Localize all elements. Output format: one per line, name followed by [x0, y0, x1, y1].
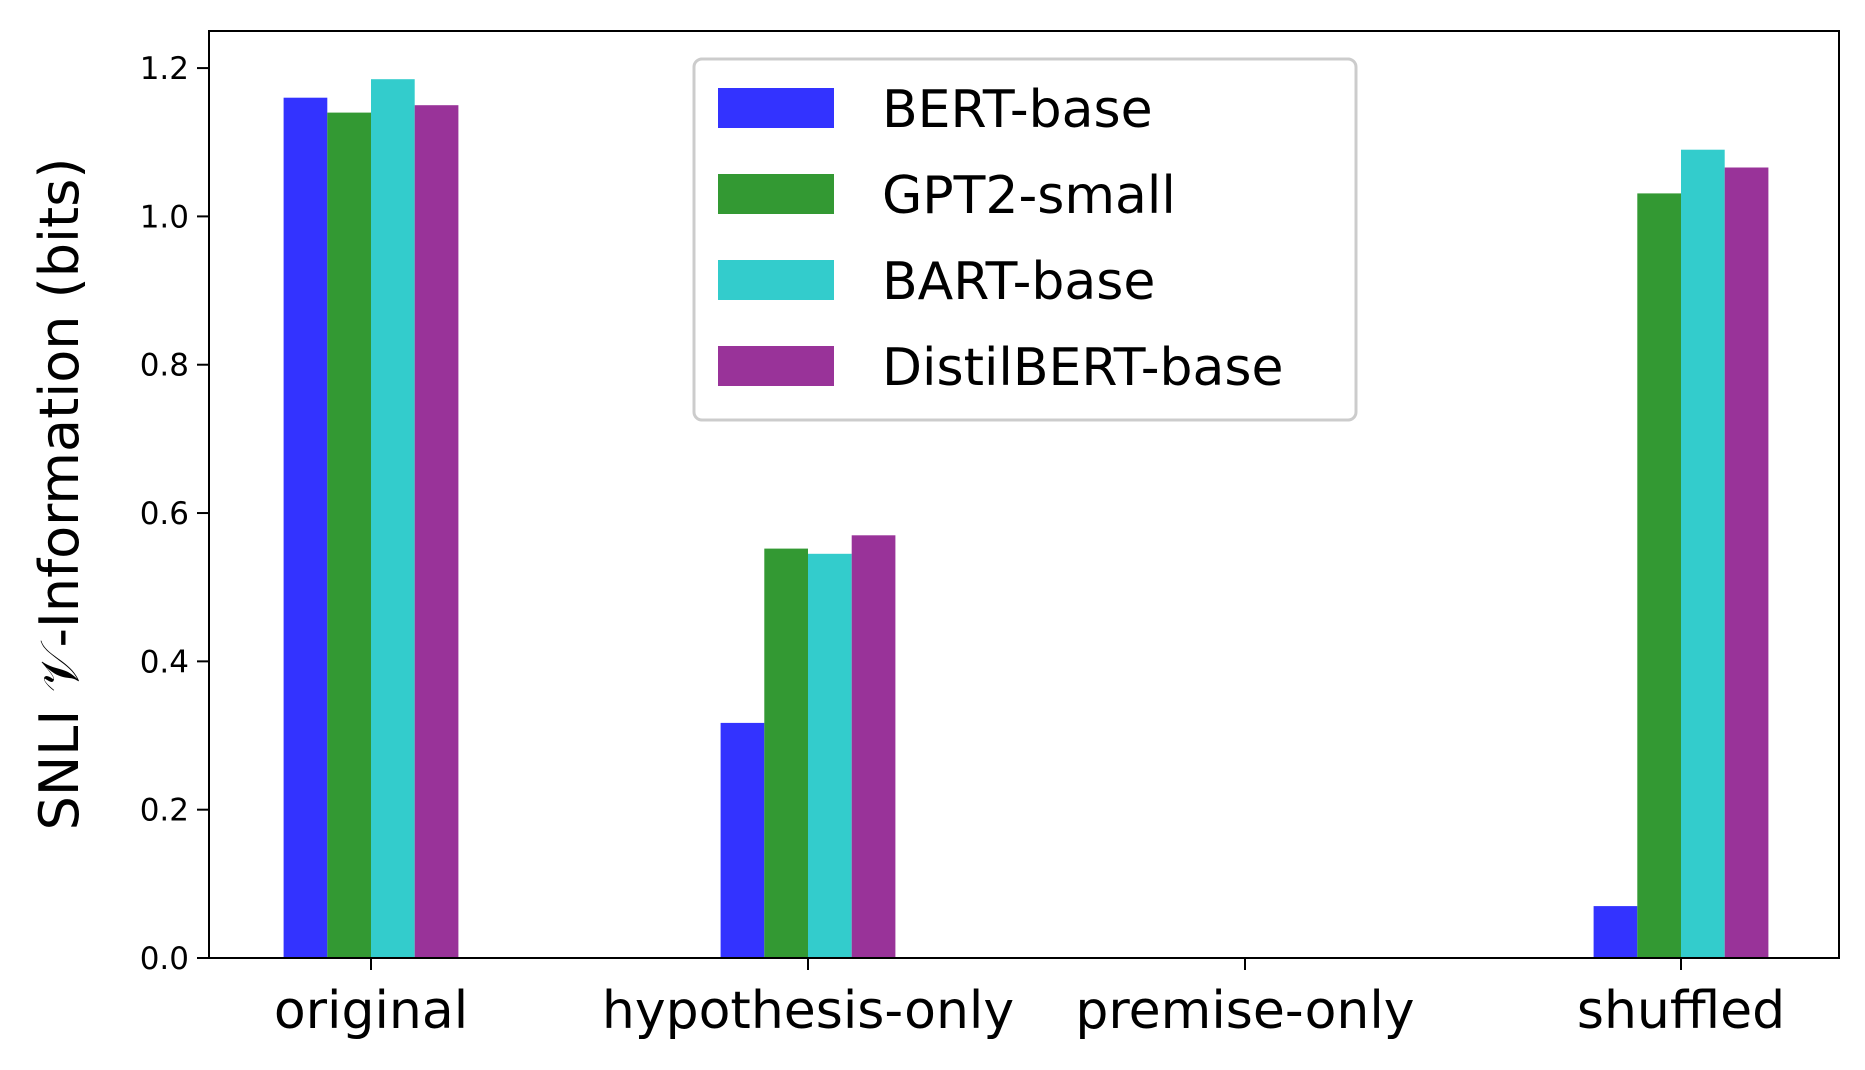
legend: BERT-base GPT2-small BART-base DistilBERT-b… — [692, 57, 1358, 422]
bar-BERT-base-shuffled — [1593, 906, 1638, 958]
bar-GPT2-small-shuffled — [1637, 193, 1681, 958]
y-tick-label: 0.4 — [140, 644, 189, 680]
y-tick-label: 0.8 — [140, 348, 189, 384]
y-tick-label: 0.2 — [140, 793, 189, 829]
plot-frame — [208, 30, 1840, 959]
legend-swatch-BERT-base — [718, 88, 834, 128]
bar-BERT-base-original — [283, 97, 328, 958]
x-tick-label-premise-only: premise-only — [1075, 981, 1414, 1041]
bar-BART-base-hypothesis-only — [808, 553, 852, 958]
legend-frame — [692, 57, 1358, 422]
bar-BERT-base-hypothesis-only — [720, 722, 765, 958]
y-tick-label: 0.6 — [140, 496, 189, 532]
legend-label-BART-base: BART-base — [882, 252, 1155, 312]
bar-GPT2-small-hypothesis-only — [764, 548, 808, 958]
legend-swatch-BART-base — [718, 260, 834, 300]
x-tick-label-original: original — [274, 981, 468, 1041]
bar-DistilBERT-base-original — [414, 105, 459, 958]
legend-label-DistilBERT-base: DistilBERT-base — [882, 338, 1283, 398]
y-tick-label: 1.0 — [140, 199, 189, 235]
y-tick-label: 0.0 — [140, 941, 189, 977]
bar-BART-base-original — [371, 79, 415, 958]
y-axis-label: SNLI 𝒱-Information (bits) — [28, 158, 91, 831]
y-axis: 0.0 0.2 0.4 0.6 0.8 1.0 1.2 — [140, 51, 209, 977]
bar-BART-base-shuffled — [1681, 149, 1725, 958]
x-tick-label-hypothesis-only: hypothesis-only — [602, 981, 1014, 1041]
legend-label-BERT-base: BERT-base — [882, 80, 1153, 140]
bar-DistilBERT-base-shuffled — [1724, 167, 1769, 958]
x-axis: original hypothesis-only premise-only shuff… — [274, 958, 1785, 1041]
legend-swatch-GPT2-small — [718, 174, 834, 214]
legend-swatch-DistilBERT-base — [718, 346, 834, 386]
y-tick-label: 1.2 — [140, 51, 189, 87]
bars-layer — [283, 79, 1769, 959]
x-tick-label-shuffled: shuffled — [1577, 981, 1785, 1041]
legend-label-GPT2-small: GPT2-small — [882, 166, 1176, 226]
bar-GPT2-small-original — [327, 112, 371, 959]
bar-DistilBERT-base-hypothesis-only — [851, 535, 896, 958]
